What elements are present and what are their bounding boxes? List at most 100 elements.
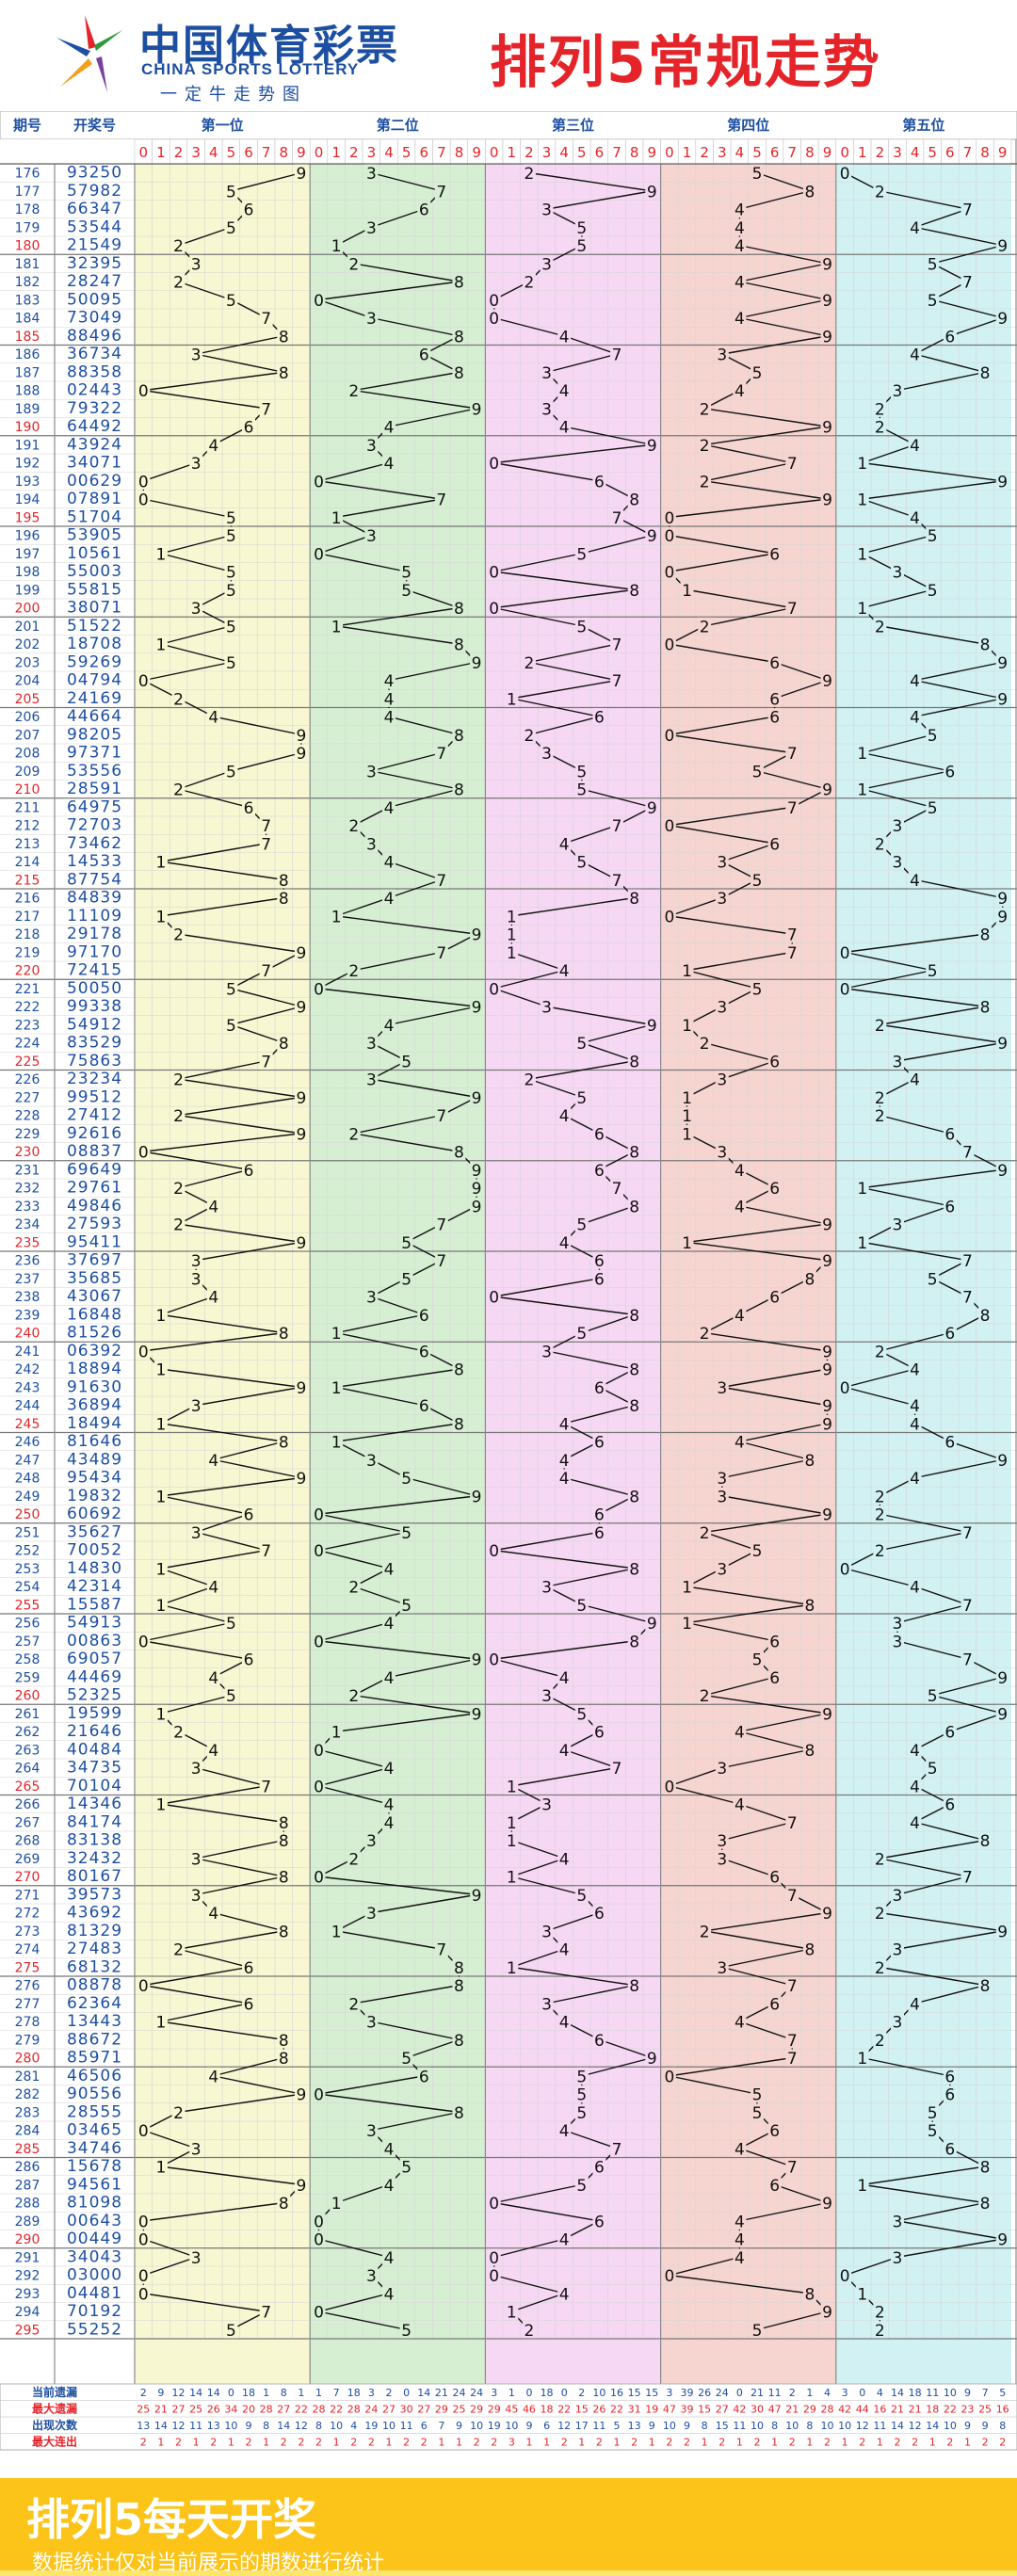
draw-number: 95434 [67,1469,122,1488]
digit-mark: 1 [156,545,167,564]
digit-header: 8 [279,144,288,161]
digit-mark: 2 [348,962,359,981]
digit-mark: 0 [138,382,149,401]
trend-segment [669,733,793,754]
draw-number: 70192 [67,2302,122,2321]
digit-mark: 3 [893,854,903,873]
period-label: 236 [15,1254,40,1269]
trend-segment [160,1568,215,1587]
digit-mark: 3 [541,1995,552,2014]
trend-segment [528,1078,583,1099]
trend-segment [493,1278,600,1297]
digit-mark: 4 [910,1778,920,1796]
digit-mark: 4 [734,1198,745,1216]
digit-mark: 8 [804,1742,815,1761]
trend-segment [721,1386,828,1407]
period-label: 260 [15,1689,40,1704]
digit-mark: 5 [752,2086,763,2105]
trend-segment [686,1621,775,1642]
digit-mark: 9 [997,690,1008,709]
stat-value: 0 [736,2387,743,2399]
digit-mark: 0 [138,1144,149,1163]
stat-value: 6 [543,2420,550,2432]
trend-segment [336,1930,442,1950]
period-label: 190 [15,420,40,435]
period-header: 期号 [13,117,41,134]
stat-value: 8 [281,2387,287,2399]
digit-mark: 2 [525,165,535,184]
digit-mark: 5 [401,1053,412,1071]
stat-value: 1 [508,2387,515,2399]
digit-mark: 4 [208,1742,218,1761]
stat-value: 2 [140,2437,147,2449]
trend-segment [231,1006,302,1026]
period-label: 197 [15,547,40,562]
stat-value: 4 [350,2420,357,2432]
digit-mark: 2 [875,1343,885,1361]
trend-segment [862,1241,968,1262]
draw-number: 73462 [67,834,122,853]
digit-mark: 7 [962,1252,973,1271]
digit-mark: 2 [173,690,184,709]
logo-english-text: CHINA SPORTS LOTTERY [141,60,360,78]
digit-mark: 9 [296,944,306,963]
trend-segment [160,1313,284,1334]
trend-segment [862,770,950,790]
digit-mark: 9 [997,310,1008,329]
digit-mark: 6 [769,1995,780,2014]
digit-mark: 0 [138,2122,149,2141]
stat-value: 0 [525,2387,532,2399]
digit-mark: 6 [769,709,780,728]
digit-mark: 1 [682,1089,692,1108]
trend-segment [493,2274,565,2294]
stat-value: 15 [716,2420,729,2432]
digit-mark: 6 [769,1289,780,1308]
digit-mark: 2 [875,2304,885,2323]
digit-mark: 9 [472,1162,482,1181]
trend-segment [493,1549,635,1570]
draw-number: 14346 [67,1795,122,1813]
digit-mark: 4 [734,1162,745,1181]
digit-mark: 8 [279,1832,289,1851]
digit-mark: 0 [664,727,674,746]
digit-mark: 0 [664,564,674,583]
trend-segment [669,806,793,827]
draw-number: 97170 [67,942,122,961]
digit-mark: 8 [629,1977,639,1996]
digit-mark: 7 [261,1053,271,1071]
digit-mark: 7 [787,1887,798,1906]
digit-mark: 2 [875,2032,885,2051]
stat-label: 最大遗漏 [32,2402,77,2416]
digit-mark: 8 [629,1144,639,1163]
digit-mark: 3 [366,1452,377,1471]
stat-value: 2 [789,2387,796,2399]
trend-segment [880,1858,968,1877]
digit-mark: 6 [594,1506,605,1525]
digit-mark: 4 [910,1071,920,1090]
digit-mark: 0 [314,473,324,491]
draw-number: 52325 [67,1686,122,1705]
draw-number: 53905 [67,526,122,545]
period-label: 188 [15,384,40,399]
digit-mark: 0 [840,944,850,963]
digit-mark: 1 [857,2285,867,2304]
stat-value: 29 [803,2404,816,2416]
trend-segment [178,1078,301,1099]
digit-mark: 5 [226,2322,236,2341]
digit-mark: 8 [980,1832,991,1851]
digit-mark: 2 [700,1325,710,1344]
digit-header: 6 [419,144,428,161]
digit-mark: 9 [997,1035,1008,1054]
trend-segment [196,1241,302,1262]
trend-segment [493,316,565,337]
digit-mark: 6 [594,1162,605,1181]
header-row [0,110,1017,140]
draw-number: 40484 [67,1740,122,1759]
digit-mark: 7 [261,817,271,836]
digit-mark: 6 [769,2122,780,2141]
digit-mark: 9 [822,1397,832,1416]
stat-value: 18 [541,2387,554,2399]
stat-value: 1 [702,2437,708,2449]
digit-mark: 7 [261,1542,271,1561]
trend-segment [318,298,372,319]
